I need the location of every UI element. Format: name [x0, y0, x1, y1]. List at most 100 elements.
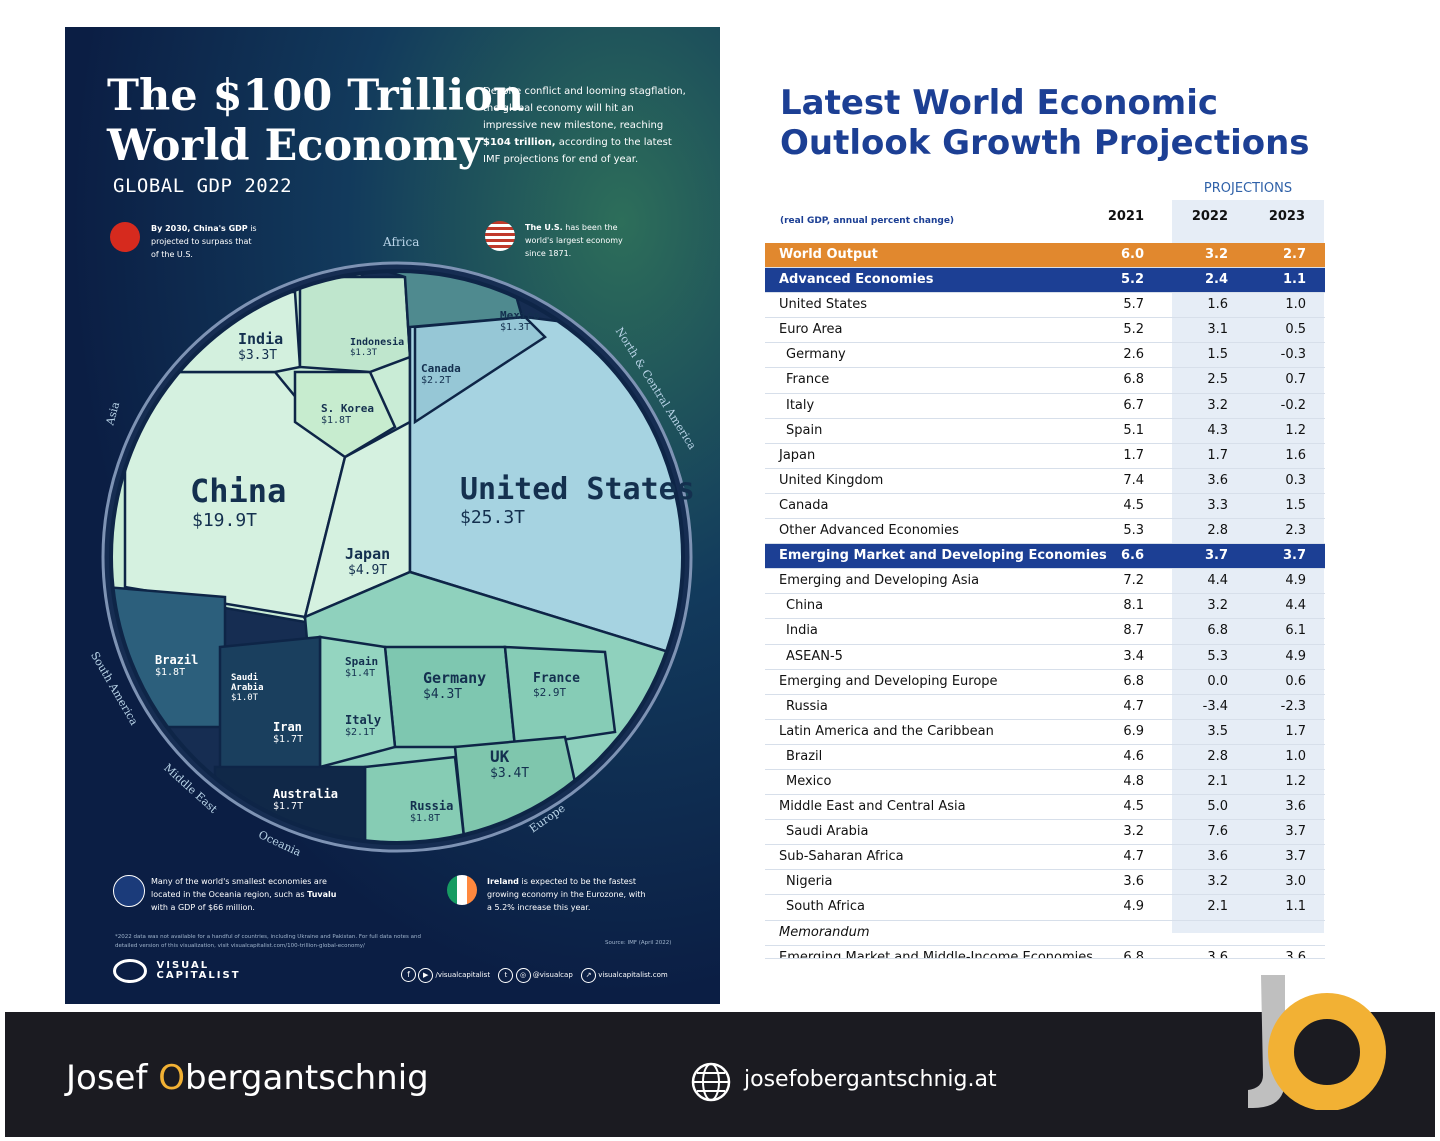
poster-title-line2: World Economy — [107, 121, 483, 171]
poster-subtitle: GLOBAL GDP 2022 — [113, 175, 293, 197]
row-label: Memorandum — [779, 924, 870, 940]
jo-logo-icon — [1248, 975, 1386, 1110]
social-links: f ▶ /visualcapitalist t ◎ @visualcap ↗ v… — [401, 967, 668, 983]
web-icon[interactable]: ↗ — [581, 968, 597, 983]
youtube-icon[interactable]: ▶ — [418, 968, 434, 983]
row-value-2023: 3.0 — [1285, 874, 1306, 890]
note-us: The U.S. has been the world's largest ec… — [525, 223, 623, 258]
row-value-2022: 4.4 — [1207, 573, 1228, 589]
country-united-states: United States $25.3T — [460, 472, 695, 528]
row-value-2021: 6.6 — [1120, 548, 1144, 564]
table-row: United Kingdom 7.4 3.6 0.3 — [765, 469, 1325, 494]
country-germany: Germany $4.3T — [423, 669, 487, 702]
fine-print: *2022 data was not available for a handf… — [115, 934, 421, 949]
voronoi-chart — [101, 261, 693, 853]
row-value-2022: 2.8 — [1207, 523, 1228, 539]
table-row: Memorandum — [765, 921, 1325, 946]
gdp-poster: The $100 Trillion World Economy GLOBAL G… — [65, 27, 720, 1004]
table-row: Nigeria 3.6 3.2 3.0 — [765, 870, 1325, 896]
row-value-2023: 1.5 — [1285, 497, 1306, 513]
facebook-icon[interactable]: f — [401, 967, 416, 982]
row-value-2023: 3.6 — [1285, 799, 1306, 815]
row-value-2022: 1.7 — [1207, 447, 1228, 463]
table-row: France 6.8 2.5 0.7 — [765, 368, 1325, 394]
social-handle[interactable]: /visualcapitalist — [435, 971, 491, 979]
col-header-2022: 2022 — [1191, 209, 1228, 224]
row-label: Germany — [786, 347, 846, 363]
row-value-2022: 0.0 — [1207, 673, 1228, 689]
row-value-2022: 3.6 — [1207, 472, 1228, 488]
globe-icon — [691, 1062, 731, 1102]
row-value-2021: 7.2 — [1123, 573, 1144, 589]
table-row: Emerging Market and Middle-Income Econom… — [765, 946, 1325, 959]
table-row: World Output 6.0 3.2 2.7 — [765, 243, 1325, 269]
row-label: Middle East and Central Asia — [779, 799, 966, 815]
row-label: South Africa — [786, 899, 865, 915]
table-row: Euro Area 5.2 3.1 0.5 — [765, 318, 1325, 344]
row-value-2023: 1.2 — [1285, 422, 1306, 438]
us-flag-icon — [485, 221, 515, 251]
row-value-2021: 8.7 — [1123, 623, 1144, 639]
table-row: ASEAN-5 3.4 5.3 4.9 — [765, 645, 1325, 670]
twitter-icon[interactable]: t — [498, 968, 514, 983]
author-name: Josef Obergantschnig — [66, 1058, 429, 1098]
col-header-2021: 2021 — [1107, 209, 1144, 224]
row-value-2022: 2.8 — [1207, 748, 1228, 764]
table-row: Sub-Saharan Africa 4.7 3.6 3.7 — [765, 845, 1325, 871]
table-row: Brazil 4.6 2.8 1.0 — [765, 745, 1325, 770]
table-row: Emerging and Developing Europe 6.8 0.0 0.6 — [765, 670, 1325, 695]
table-title: Latest World Economic Outlook Growth Pro… — [780, 83, 1310, 163]
row-value-2021: 2.6 — [1123, 347, 1144, 363]
unit-label: (real GDP, annual percent change) — [780, 216, 955, 226]
row-label: Canada — [779, 497, 829, 513]
social-handle-2[interactable]: @visualcap — [532, 971, 573, 979]
row-value-2021: 4.6 — [1123, 748, 1144, 764]
table-row: South Africa 4.9 2.1 1.1 — [765, 895, 1325, 921]
row-label: Advanced Economies — [779, 272, 934, 288]
table-row: India 8.7 6.8 6.1 — [765, 619, 1325, 645]
row-value-2023: 0.5 — [1285, 322, 1306, 338]
row-value-2023: -0.3 — [1280, 347, 1306, 363]
row-value-2023: 2.3 — [1285, 523, 1306, 539]
row-value-2021: 3.4 — [1123, 648, 1144, 664]
row-value-2023: 4.9 — [1285, 648, 1306, 664]
table-row: Russia 4.7 -3.4 -2.3 — [765, 695, 1325, 720]
social-site[interactable]: visualcapitalist.com — [598, 971, 668, 979]
row-value-2023: 1.2 — [1285, 773, 1306, 789]
instagram-icon[interactable]: ◎ — [515, 968, 531, 983]
row-value-2022: 2.1 — [1207, 899, 1228, 915]
row-value-2023: 3.7 — [1285, 824, 1306, 840]
row-value-2021: 5.7 — [1123, 297, 1144, 313]
region-africa: Africa — [383, 235, 420, 249]
author-website[interactable]: josefobergantschnig.at — [744, 1067, 997, 1092]
projection-rows: World Output 6.0 3.2 2.7 Advanced Economies 5… — [765, 243, 1325, 959]
table-row: Advanced Economies 5.2 2.4 1.1 — [765, 268, 1325, 294]
row-label: Russia — [786, 698, 828, 714]
row-value-2022: 1.5 — [1207, 347, 1228, 363]
row-value-2022: 3.6 — [1207, 949, 1228, 959]
row-value-2021: 6.8 — [1123, 949, 1144, 959]
poster-intro: Despite conflict and looming stagflation… — [483, 86, 686, 165]
row-label: India — [786, 623, 818, 639]
table-row: Canada 4.5 3.3 1.5 — [765, 494, 1325, 520]
row-value-2022: 1.6 — [1207, 297, 1228, 313]
row-value-2021: 4.8 — [1123, 773, 1144, 789]
row-label: United Kingdom — [779, 472, 884, 488]
row-value-2021: 4.7 — [1123, 849, 1144, 865]
col-header-2023: 2023 — [1268, 209, 1305, 224]
row-value-2021: 3.6 — [1123, 874, 1144, 890]
table-row: Japan 1.7 1.7 1.6 — [765, 444, 1325, 469]
country-mexico: Mexico $1.3T — [500, 309, 540, 333]
country-italy: Italy $2.1T — [345, 713, 382, 738]
row-value-2022: 5.0 — [1207, 799, 1228, 815]
row-label: Sub-Saharan Africa — [779, 849, 904, 865]
row-label: Italy — [786, 397, 815, 413]
row-label: Other Advanced Economies — [779, 523, 959, 539]
row-value-2022: 3.3 — [1207, 497, 1228, 513]
row-label: Emerging and Developing Asia — [779, 573, 980, 589]
row-value-2021: 4.5 — [1123, 799, 1144, 815]
note-ireland: Ireland is expected to be the fastest gr… — [487, 877, 646, 912]
row-value-2022: 4.3 — [1207, 422, 1228, 438]
row-label: Nigeria — [786, 874, 833, 890]
country-brazil: Brazil $1.8T — [155, 653, 199, 678]
